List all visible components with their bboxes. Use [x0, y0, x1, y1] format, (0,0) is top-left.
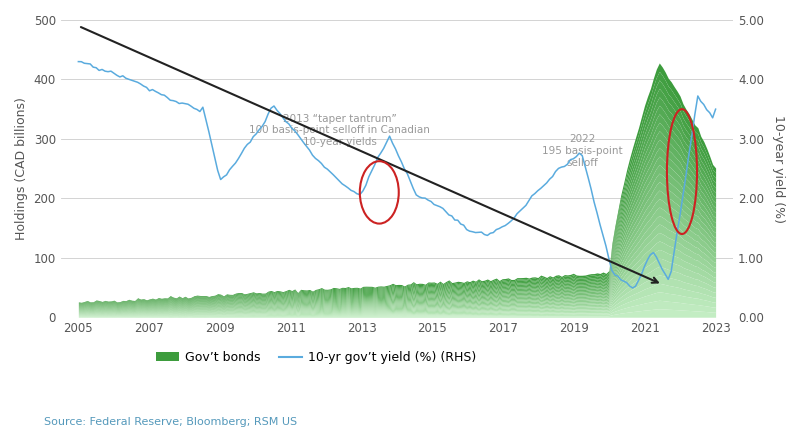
Y-axis label: Holdings (CAD billions): Holdings (CAD billions) — [15, 97, 28, 240]
Text: 2022
195 basis-point
selloff: 2022 195 basis-point selloff — [542, 134, 622, 168]
Text: Source: Federal Reserve; Bloomberg; RSM US: Source: Federal Reserve; Bloomberg; RSM … — [44, 417, 297, 427]
Y-axis label: 10-year yield (%): 10-year yield (%) — [772, 115, 785, 223]
Legend: Gov’t bonds, 10-yr gov’t yield (%) (RHS): Gov’t bonds, 10-yr gov’t yield (%) (RHS) — [151, 346, 482, 369]
Text: 2013 “taper tantrum”
100 basis-point selloff in Canadian
10-year yields: 2013 “taper tantrum” 100 basis-point sel… — [250, 114, 430, 147]
